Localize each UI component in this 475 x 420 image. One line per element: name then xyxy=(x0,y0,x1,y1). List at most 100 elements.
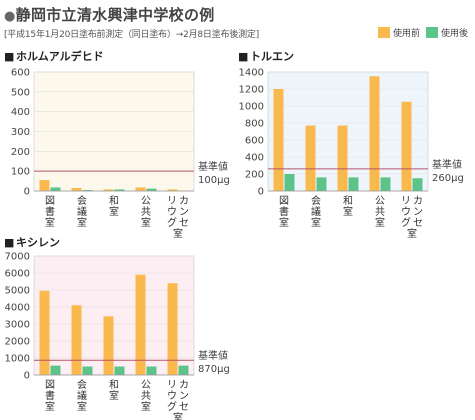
bullet-icon: ● xyxy=(4,9,16,24)
y-tick-label-formaldehyde: 0 xyxy=(24,187,30,198)
bar-before-toluene xyxy=(337,125,348,191)
chart-title-xylene: キシレン xyxy=(16,236,60,249)
x-tick-label-formaldehyde: セ xyxy=(179,217,189,229)
y-tick-label-toluene: 1200 xyxy=(239,85,264,96)
y-tick-label-toluene: 400 xyxy=(245,153,264,164)
bar-before-toluene xyxy=(305,125,316,191)
page-title: ●静岡市立清水興津中学校の例 xyxy=(4,4,259,25)
x-tick-label-toluene: ン xyxy=(413,207,423,218)
bar-after-toluene xyxy=(412,178,423,191)
y-tick-label-toluene: 1000 xyxy=(239,102,264,113)
y-tick-label-xylene: 3000 xyxy=(5,320,30,331)
x-tick-label-xylene: 共 xyxy=(141,390,151,402)
x-tick-label-xylene: リ xyxy=(167,380,177,391)
bar-after-formaldehyde xyxy=(146,188,157,191)
x-tick-label-formaldehyde: ウ xyxy=(167,206,177,218)
bar-before-xylene xyxy=(39,290,50,375)
x-tick-label-toluene: 室 xyxy=(279,216,289,229)
y-tick-label-formaldehyde: 600 xyxy=(11,68,30,79)
y-tick-label-toluene: 200 xyxy=(245,170,264,181)
x-tick-label-xylene: 公 xyxy=(141,380,151,391)
y-tick-label-xylene: 5000 xyxy=(5,286,30,297)
x-tick-label-xylene: カ xyxy=(179,379,189,391)
y-tick-label-toluene: 800 xyxy=(245,119,264,130)
chart-title-toluene: トルエン xyxy=(250,50,294,63)
chart-title-marker-xylene: ■ xyxy=(4,236,14,249)
x-tick-label-xylene: 室 xyxy=(173,411,183,420)
bar-after-formaldehyde xyxy=(82,190,93,191)
x-tick-label-xylene: セ xyxy=(179,401,189,413)
y-tick-label-formaldehyde: 500 xyxy=(11,87,30,98)
reference-label-toluene: 基準値 xyxy=(432,158,462,171)
bar-before-xylene xyxy=(71,305,82,375)
x-tick-label-formaldehyde: カ xyxy=(179,195,189,207)
y-tick-label-formaldehyde: 400 xyxy=(11,107,30,118)
x-tick-label-formaldehyde: グ xyxy=(167,216,177,229)
bar-after-xylene xyxy=(82,366,93,375)
legend-item-before: 使用前 xyxy=(378,26,420,39)
y-tick-label-xylene: 2000 xyxy=(5,337,30,348)
x-tick-label-formaldehyde: 図 xyxy=(45,195,55,207)
y-tick-label-xylene: 4000 xyxy=(5,303,30,314)
x-tick-label-toluene: 室 xyxy=(407,227,417,240)
y-tick-label-toluene: 1400 xyxy=(239,68,264,79)
reference-value-formaldehyde: 100μg xyxy=(198,175,230,186)
x-tick-label-formaldehyde: 議 xyxy=(77,205,87,218)
x-tick-label-xylene: ウ xyxy=(167,390,177,402)
x-tick-label-formaldehyde: 会 xyxy=(77,194,87,207)
x-tick-label-xylene: グ xyxy=(167,400,177,413)
chart-title-marker-toluene: ■ xyxy=(238,50,248,63)
bar-before-formaldehyde xyxy=(135,187,146,191)
reference-label-xylene: 基準値 xyxy=(198,349,228,362)
bar-after-toluene xyxy=(284,174,295,191)
x-tick-label-toluene: 室 xyxy=(343,205,353,218)
bar-after-toluene xyxy=(348,177,359,191)
legend-label-before: 使用前 xyxy=(393,29,421,39)
x-tick-label-toluene: 公 xyxy=(375,196,385,207)
plot-area-xylene xyxy=(33,255,195,376)
x-tick-label-toluene: 室 xyxy=(311,216,321,229)
x-tick-label-xylene: 室 xyxy=(109,389,119,402)
x-tick-label-toluene: 和 xyxy=(343,195,353,207)
bar-after-xylene xyxy=(146,366,157,375)
x-tick-label-formaldehyde: リ xyxy=(167,196,177,207)
reference-label-formaldehyde: 基準値 xyxy=(198,160,228,173)
y-tick-label-toluene: 600 xyxy=(245,136,264,147)
bar-before-formaldehyde xyxy=(103,189,114,191)
x-tick-label-xylene: 室 xyxy=(45,400,55,413)
x-tick-label-formaldehyde: 室 xyxy=(45,216,55,229)
page-subtitle: [平成15年1月20日塗布前測定（同日塗布）→2月8日塗布後測定] xyxy=(4,30,260,40)
x-tick-label-xylene: 室 xyxy=(77,400,87,413)
x-tick-label-toluene: 会 xyxy=(311,194,321,207)
page-title-text: 静岡市立清水興津中学校の例 xyxy=(15,6,215,24)
x-tick-label-formaldehyde: 共 xyxy=(141,206,151,218)
x-tick-label-formaldehyde: 室 xyxy=(77,216,87,229)
bar-after-toluene xyxy=(316,177,327,191)
x-tick-label-toluene: 室 xyxy=(375,216,385,229)
x-tick-label-xylene: 会 xyxy=(77,378,87,391)
x-tick-label-xylene: 室 xyxy=(141,400,151,413)
x-tick-label-formaldehyde: 公 xyxy=(141,196,151,207)
x-tick-label-toluene: リ xyxy=(401,196,411,207)
x-tick-label-formaldehyde: 室 xyxy=(141,216,151,229)
x-tick-label-xylene: 和 xyxy=(109,379,119,391)
x-tick-label-toluene: ウ xyxy=(401,206,411,218)
bar-before-xylene xyxy=(135,274,146,375)
reference-value-toluene: 260μg xyxy=(432,173,464,184)
x-tick-label-toluene: セ xyxy=(413,217,423,229)
y-tick-label-toluene: 0 xyxy=(258,187,264,198)
y-tick-label-formaldehyde: 100 xyxy=(11,167,30,178)
bar-before-toluene xyxy=(401,101,412,191)
bar-after-xylene xyxy=(114,366,125,375)
x-tick-label-toluene: グ xyxy=(401,216,411,229)
x-tick-label-xylene: 図 xyxy=(45,379,55,391)
x-tick-label-xylene: 書 xyxy=(45,389,55,402)
legend-swatch-before xyxy=(378,27,390,38)
x-tick-label-toluene: 議 xyxy=(311,205,321,218)
x-tick-label-toluene: 図 xyxy=(279,195,289,207)
bar-before-xylene xyxy=(103,316,114,375)
reference-value-xylene: 870μg xyxy=(198,364,230,375)
bar-before-formaldehyde xyxy=(71,188,82,191)
y-tick-label-xylene: 7000 xyxy=(5,252,30,263)
